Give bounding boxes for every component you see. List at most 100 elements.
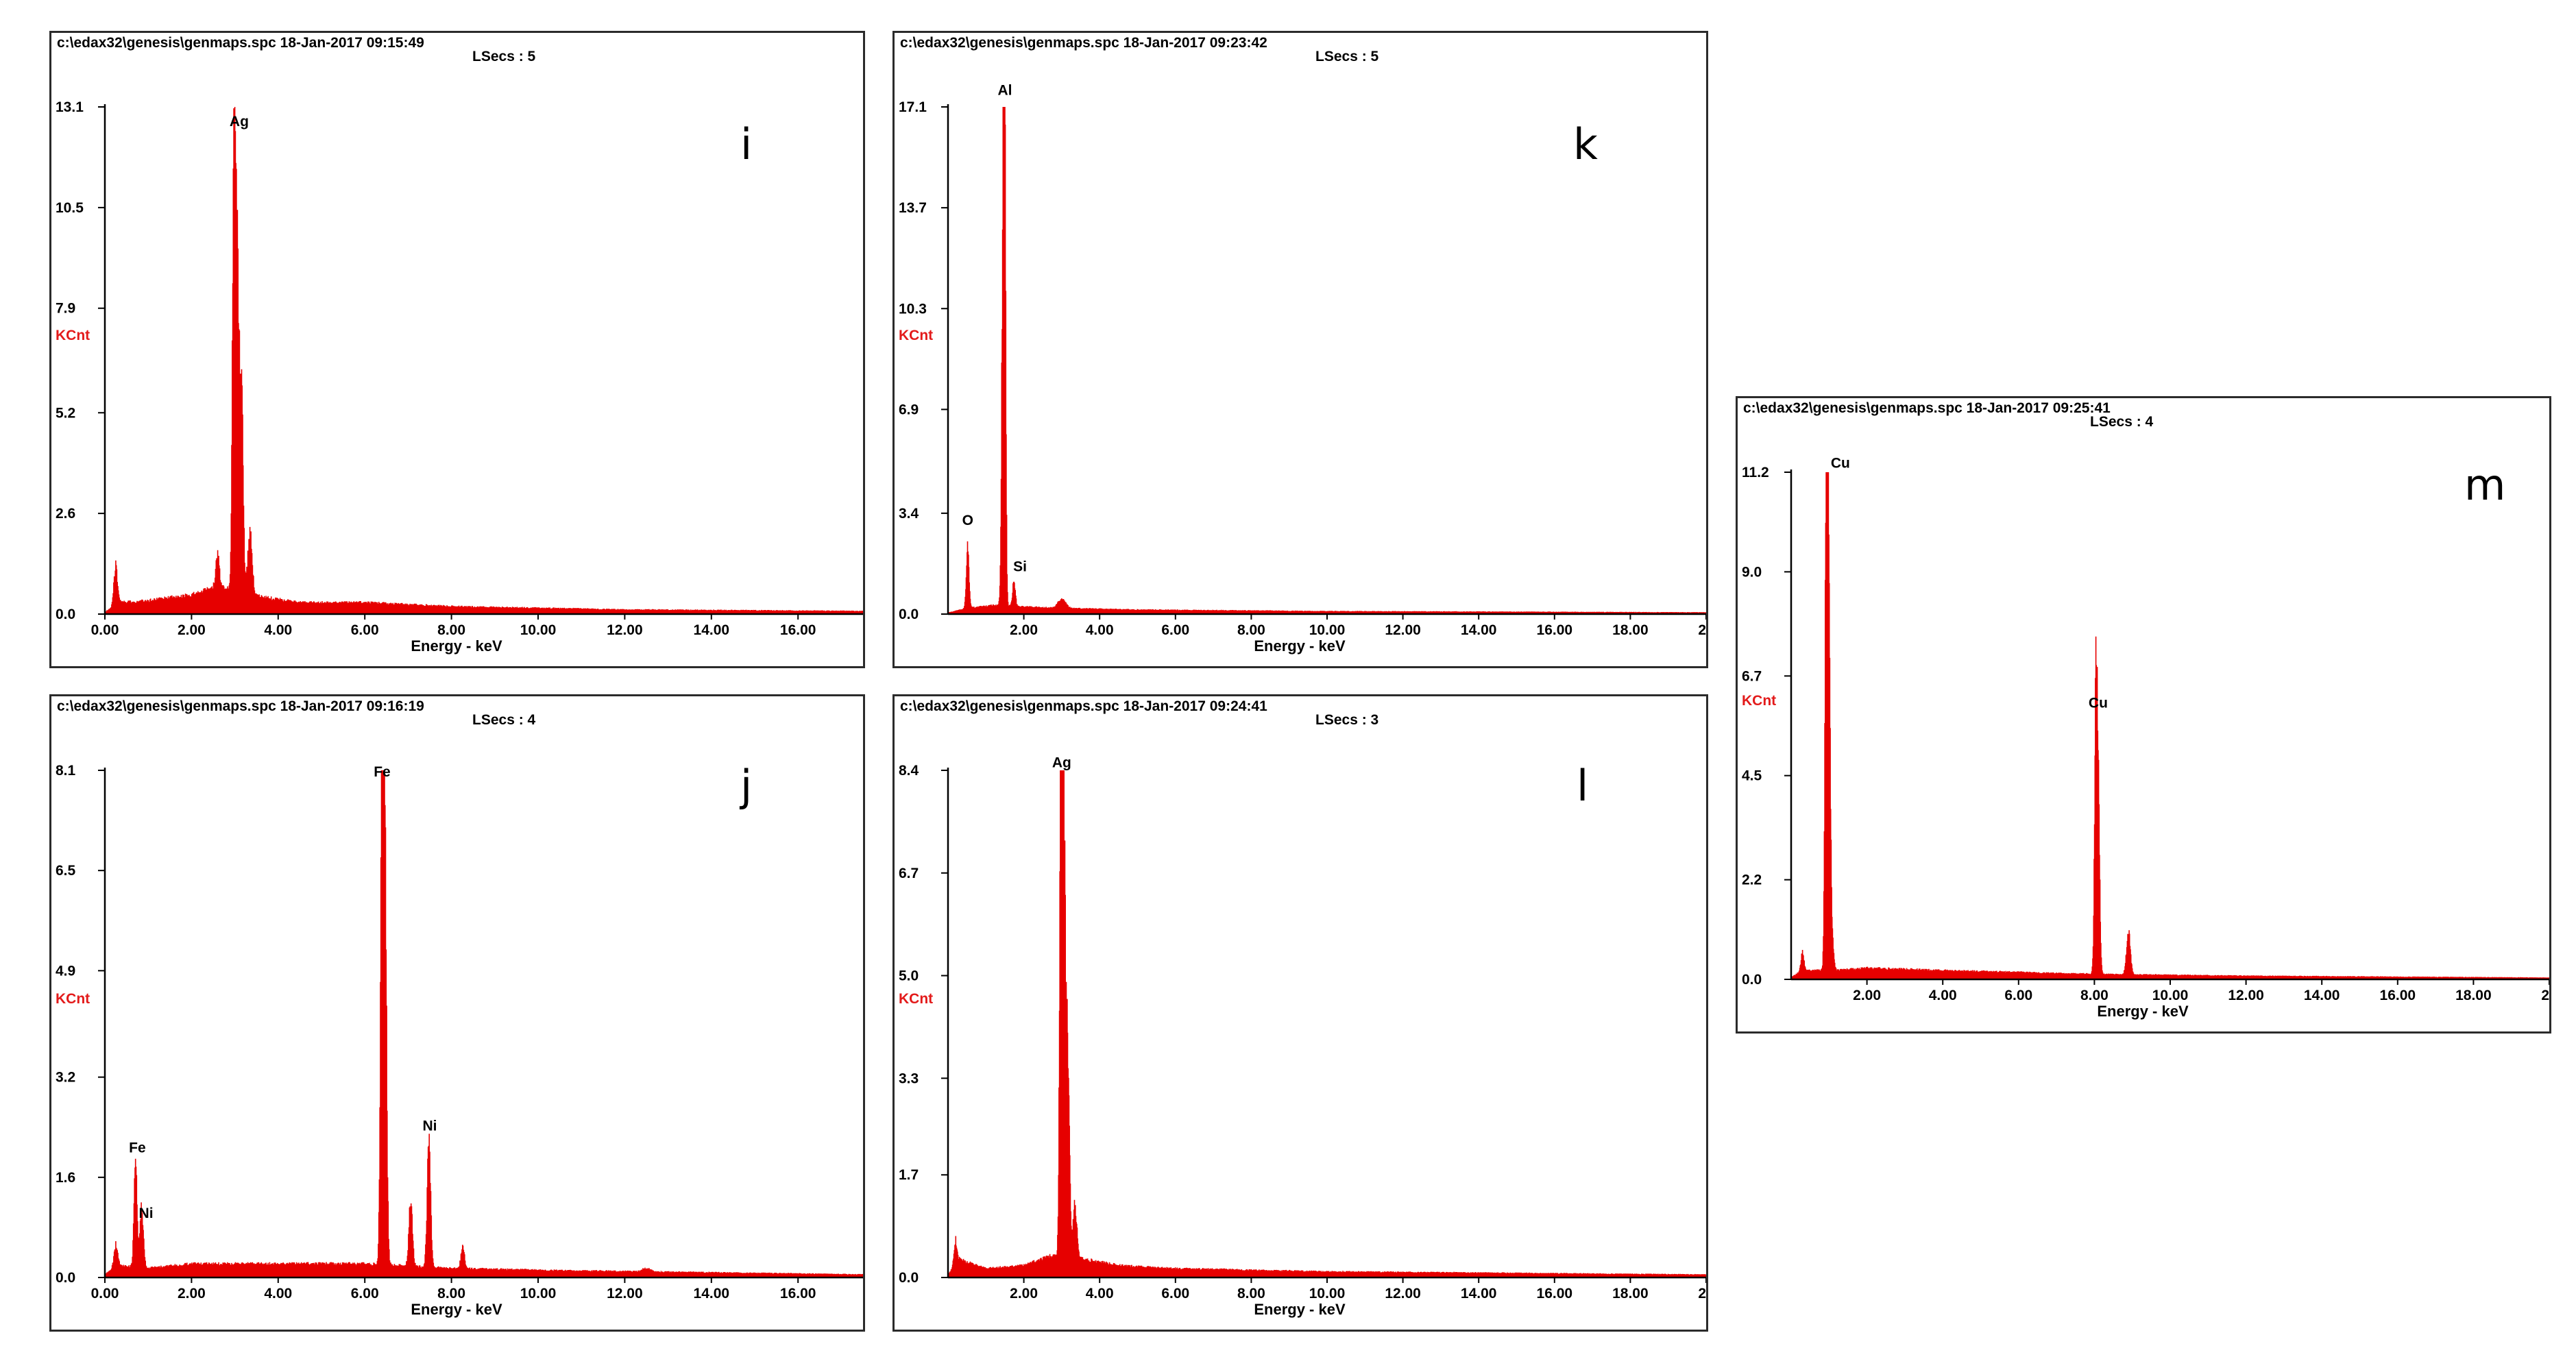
x-tick-label: 2.00 [178, 622, 206, 638]
panel-header: c:\edax32\genesis\genmaps.spc 18-Jan-201… [1743, 400, 2111, 416]
spectrum-trace [104, 770, 863, 1277]
x-tick-label: 2.00 [1010, 1286, 1038, 1301]
x-tick-label: 20 [1698, 622, 1706, 638]
peak-label: Ag [230, 114, 249, 130]
x-tick-label: 10.00 [520, 1286, 557, 1301]
x-tick-label: 8.00 [1237, 1286, 1265, 1301]
x-tick-label: 18.00 [1612, 622, 1649, 638]
x-tick-label: 10.00 [1309, 1286, 1346, 1301]
x-tick-label: 10.00 [2152, 988, 2189, 1003]
spectrum-series [104, 107, 863, 614]
x-tick-label: 16.00 [1537, 622, 1573, 638]
x-tick-label: 8.00 [437, 1286, 465, 1301]
peak-label: Fe [129, 1140, 146, 1156]
x-tick-label: 6.00 [1161, 622, 1189, 638]
live-seconds: LSecs : 4 [472, 712, 536, 728]
y-tick-label: 6.7 [899, 866, 919, 881]
live-seconds: LSecs : 5 [472, 49, 536, 64]
y-tick-label: 5.0 [899, 968, 919, 984]
x-tick-label: 6.00 [351, 622, 379, 638]
y-tick-label: 17.1 [899, 99, 927, 115]
panel-letter: l [1577, 761, 1589, 811]
x-tick-label: 12.00 [607, 622, 643, 638]
x-tick-label: 8.00 [2080, 988, 2109, 1003]
x-tick-label: 4.00 [264, 622, 292, 638]
x-tick-label: 8.00 [437, 622, 465, 638]
y-tick-label: 6.7 [1742, 668, 1762, 684]
panel-header: c:\edax32\genesis\genmaps.spc 18-Jan-201… [900, 698, 1267, 714]
x-tick-label: 2.00 [178, 1286, 206, 1301]
spectrum-trace [947, 107, 1706, 614]
panel-header: c:\edax32\genesis\genmaps.spc 18-Jan-201… [57, 698, 424, 714]
panel-letter: i [740, 119, 753, 169]
y-tick-label: 3.3 [899, 1071, 919, 1086]
spectrum-panel-m: c:\edax32\genesis\genmaps.spc 18-Jan-201… [1736, 396, 2551, 1034]
spectrum-trace [1790, 472, 2549, 979]
x-tick-label: 4.00 [1086, 1286, 1114, 1301]
peak-label: Ni [139, 1206, 154, 1221]
y-tick-label: 11.2 [1742, 465, 1769, 480]
x-tick-label: 12.00 [1385, 1286, 1421, 1301]
x-tick-label: 16.00 [2380, 988, 2416, 1003]
spectrum-panel-j: c:\edax32\genesis\genmaps.spc 18-Jan-201… [49, 694, 865, 1332]
y-tick-label: 10.5 [56, 200, 84, 216]
spectrum-panel-i: c:\edax32\genesis\genmaps.spc 18-Jan-201… [49, 31, 865, 668]
peak-label: Fe [374, 764, 391, 780]
x-tick-label: 0.00 [91, 622, 119, 638]
spectrum-trace [947, 770, 1706, 1277]
y-tick-label: 13.7 [899, 200, 927, 216]
x-tick-label: 4.00 [1086, 622, 1114, 638]
y-tick-label: 8.1 [56, 763, 76, 779]
y-tick-label: 8.4 [899, 763, 919, 779]
panel-letter: m [2464, 460, 2506, 510]
x-tick-label: 6.00 [351, 1286, 379, 1301]
y-tick-label: 0.0 [56, 1270, 75, 1286]
spectrum-chart: 0.0 2.2 4.5 6.7 9.0 11.2 2.00 4.00 6.00 8.00 10.00… [1742, 455, 2549, 1020]
y-tick-label: 3.4 [899, 506, 919, 522]
y-axis-label: KCnt [899, 328, 933, 343]
spectrum-series [104, 770, 863, 1277]
x-tick-label: 6.00 [2004, 988, 2032, 1003]
spectrum-chart: 0.0 1.6 3.2 4.9 6.5 8.1 0.00 2.00 4.00 6.00 8.00 10… [56, 763, 863, 1318]
x-axis-label: Energy - keV [2097, 1003, 2189, 1020]
y-tick-label: 7.9 [56, 301, 75, 317]
y-tick-label: 5.2 [56, 405, 75, 421]
peak-label: Ag [1052, 755, 1071, 771]
x-tick-label: 20 [2541, 988, 2549, 1003]
live-seconds: LSecs : 3 [1315, 712, 1379, 728]
x-axis-label: Energy - keV [411, 1301, 502, 1318]
x-tick-label: 14.00 [2304, 988, 2340, 1003]
y-tick-label: 1.6 [56, 1170, 75, 1186]
peak-label: Al [997, 83, 1012, 99]
x-tick-label: 18.00 [1612, 1286, 1649, 1301]
x-axis-label: Energy - keV [1254, 637, 1346, 655]
live-seconds: LSecs : 4 [2090, 414, 2154, 430]
y-axis-label: KCnt [56, 328, 90, 343]
y-tick-label: 0.0 [899, 607, 919, 622]
y-tick-label: 2.6 [56, 506, 75, 522]
x-tick-label: 10.00 [520, 622, 557, 638]
spectrum-chart: 0.0 1.7 3.3 5.0 6.7 8.4 2.00 4.00 6.00 8.00 10.00 1… [899, 755, 1706, 1318]
spectrum-panel-k: c:\edax32\genesis\genmaps.spc 18-Jan-201… [892, 31, 1708, 668]
y-tick-label: 4.9 [56, 963, 75, 979]
peak-label: Ni [423, 1118, 437, 1134]
y-tick-label: 0.0 [899, 1270, 919, 1286]
x-tick-label: 16.00 [780, 622, 816, 638]
spectrum-series [947, 107, 1706, 614]
y-tick-label: 0.0 [1742, 972, 1762, 988]
y-tick-label: 9.0 [1742, 564, 1762, 580]
x-tick-label: 16.00 [780, 1286, 816, 1301]
x-tick-label: 20 [1698, 1286, 1706, 1301]
peak-label: Si [1013, 559, 1027, 574]
x-tick-label: 14.00 [1461, 1286, 1497, 1301]
x-tick-label: 8.00 [1237, 622, 1265, 638]
panel-header: c:\edax32\genesis\genmaps.spc 18-Jan-201… [900, 35, 1267, 51]
x-tick-label: 18.00 [2455, 988, 2492, 1003]
x-tick-label: 4.00 [264, 1286, 292, 1301]
x-tick-label: 0.00 [91, 1286, 119, 1301]
y-tick-label: 2.2 [1742, 872, 1762, 888]
panel-letter: k [1573, 119, 1598, 169]
x-tick-label: 12.00 [1385, 622, 1421, 638]
panel-header: c:\edax32\genesis\genmaps.spc 18-Jan-201… [57, 35, 424, 51]
peak-label: Cu [1831, 455, 1850, 471]
